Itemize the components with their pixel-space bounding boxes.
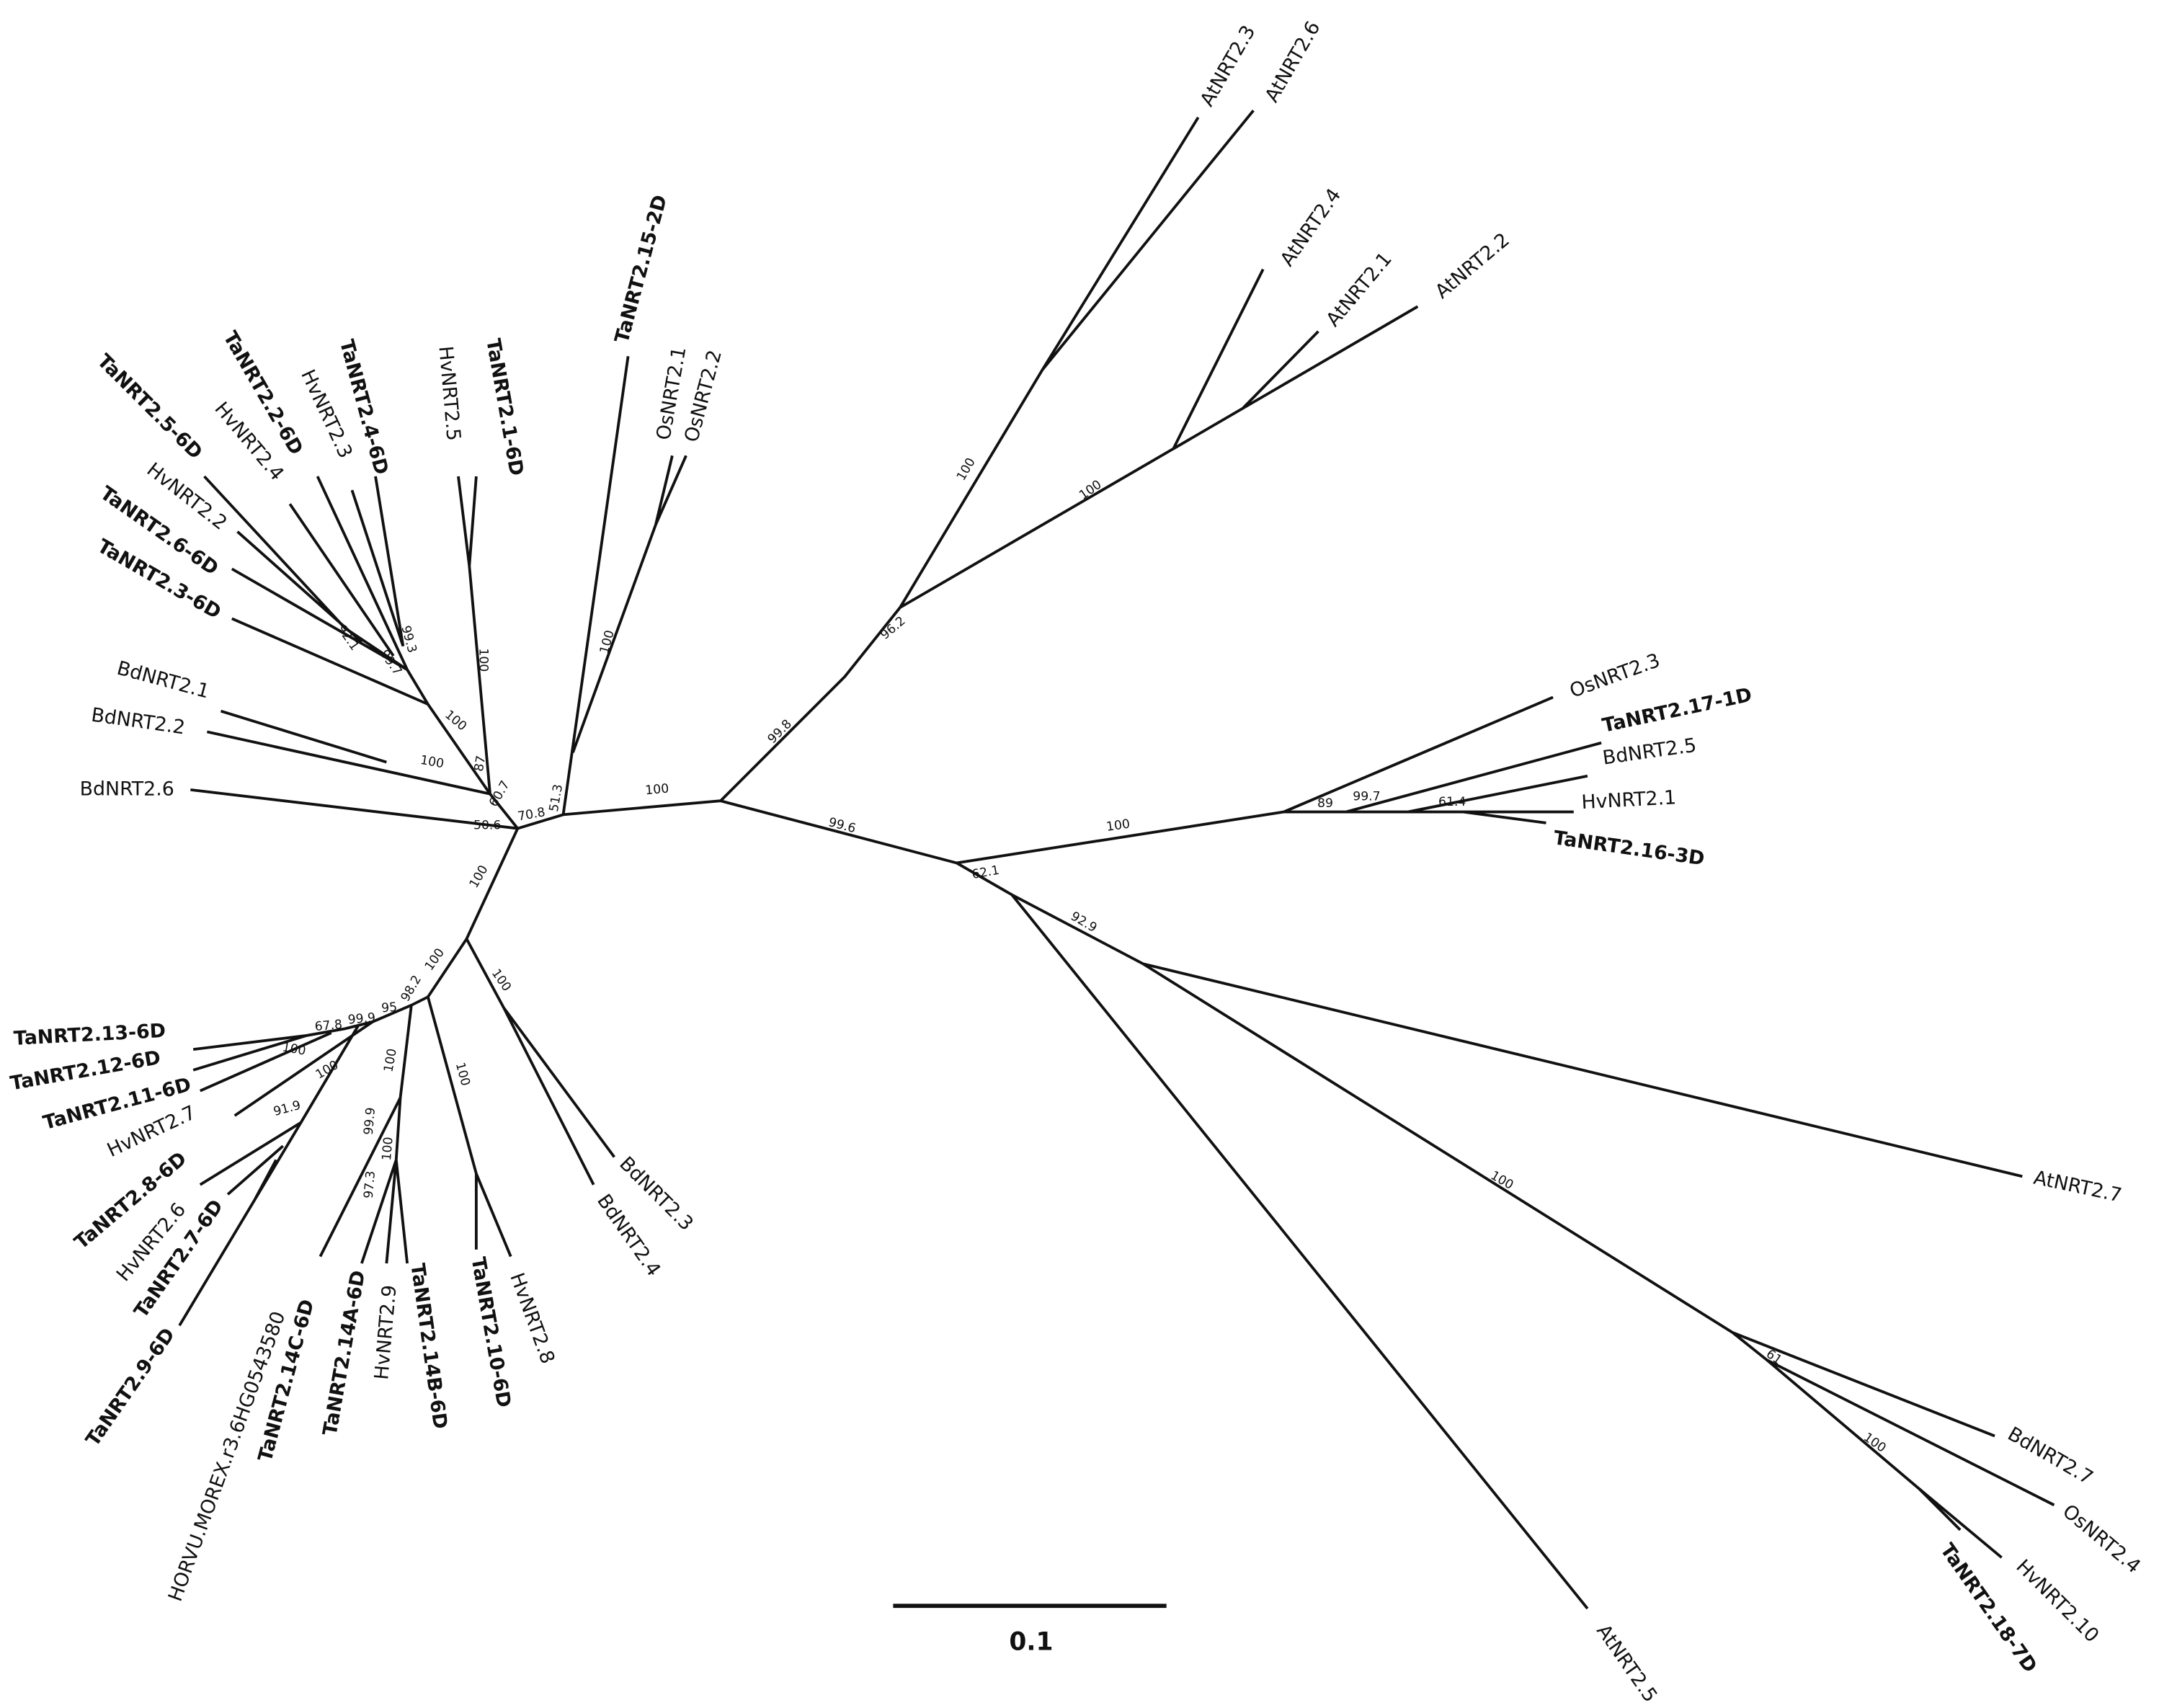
support-value: 99.6 bbox=[827, 815, 857, 836]
leaf-label: AtNRT2.7 bbox=[2031, 1167, 2124, 1207]
support-value: 100 bbox=[597, 628, 618, 655]
support-value: 100 bbox=[467, 863, 491, 891]
support-value: 89 bbox=[1317, 796, 1333, 811]
support-value: 100 bbox=[1861, 1431, 1888, 1456]
leaf-label: TaNRT2.15-2D bbox=[610, 192, 672, 345]
support-value: 99.7 bbox=[1353, 789, 1380, 804]
support-value: 99.9 bbox=[347, 1010, 376, 1027]
support-value: 100 bbox=[954, 455, 979, 484]
support-value: 100 bbox=[1488, 1168, 1515, 1193]
support-value: 100 bbox=[281, 1040, 307, 1058]
leaf-label: OsNRT2.4 bbox=[2058, 1500, 2145, 1578]
support-value: 99.9 bbox=[362, 1107, 378, 1136]
support-value: 100 bbox=[380, 1137, 396, 1162]
support-value: 100 bbox=[422, 946, 448, 973]
support-value: 61.4 bbox=[1438, 795, 1466, 809]
support-value: 100 bbox=[453, 1061, 473, 1087]
leaf-label: BdNRT2.6 bbox=[80, 778, 174, 800]
support-value: 50.6 bbox=[473, 819, 501, 833]
leaf-label: TaNRT2.14B-6D bbox=[406, 1262, 451, 1431]
support-value: 97.3 bbox=[362, 1170, 378, 1199]
support-value: 95 bbox=[380, 1000, 398, 1016]
leaf-label: TaNRT2.1-6D bbox=[481, 337, 527, 477]
support-value: 100 bbox=[381, 1047, 399, 1073]
support-value: 100 bbox=[476, 648, 490, 672]
support-value: 62.1 bbox=[971, 863, 1000, 882]
leaf-label: TaNRT2.14A-6D bbox=[319, 1268, 370, 1437]
leaf-label: TaNRT2.13-6D bbox=[13, 1020, 166, 1050]
leaf-label: TaNRT2.17-1D bbox=[1601, 684, 1754, 737]
support-value: 60.7 bbox=[486, 778, 513, 809]
leaf-label: BdNRT2.1 bbox=[115, 657, 212, 703]
leaf-label: AtNRT2.6 bbox=[1261, 17, 1325, 106]
leaf-label: HvNRT2.8 bbox=[505, 1270, 558, 1366]
leaf-label: AtNRT2.5 bbox=[1592, 1620, 1662, 1706]
leaf-label: AtNRT2.1 bbox=[1322, 248, 1397, 331]
leaf-label: BdNRT2.5 bbox=[1601, 734, 1698, 770]
support-value: 100 bbox=[1077, 478, 1104, 503]
leaf-label: HvNRT2.10 bbox=[2011, 1555, 2103, 1647]
support-value: 100 bbox=[489, 966, 514, 994]
branches bbox=[178, 110, 2055, 1610]
leaf-label: HvNRT2.1 bbox=[1581, 786, 1677, 814]
leaf-label: BdNRT2.2 bbox=[90, 704, 187, 739]
support-value: 100 bbox=[645, 782, 670, 799]
scale-label: 0.1 bbox=[1009, 1627, 1053, 1656]
leaf-label: TaNRT2.3-6D bbox=[94, 535, 225, 623]
leaf-label: HvNRT2.9 bbox=[370, 1284, 401, 1381]
leaf-label: TaNRT2.5-6D bbox=[93, 350, 207, 463]
support-value: 96.2 bbox=[878, 614, 908, 643]
leaf-label: HvNRT2.5 bbox=[434, 345, 464, 442]
leaf-label: AtNRT2.2 bbox=[1431, 228, 1514, 303]
support-value: 100 bbox=[1105, 817, 1131, 835]
support-value: 87 bbox=[472, 755, 489, 773]
leaf-label: TaNRT2.16-3D bbox=[1552, 827, 1706, 870]
support-value: 100 bbox=[419, 753, 445, 771]
support-value: 61 bbox=[1763, 1347, 1784, 1368]
leaf-label: OsNRT2.3 bbox=[1567, 649, 1663, 703]
leaf-label: TaNRT2.9-6D bbox=[81, 1324, 179, 1451]
leaf-label: BdNRT2.7 bbox=[2004, 1423, 2097, 1489]
support-value: 91.9 bbox=[272, 1098, 302, 1119]
leaf-label: AtNRT2.3 bbox=[1196, 22, 1260, 110]
support-value: 67.8 bbox=[314, 1018, 343, 1034]
support-value: 99.3 bbox=[398, 624, 419, 654]
leaf-label: AtNRT2.4 bbox=[1276, 184, 1346, 270]
